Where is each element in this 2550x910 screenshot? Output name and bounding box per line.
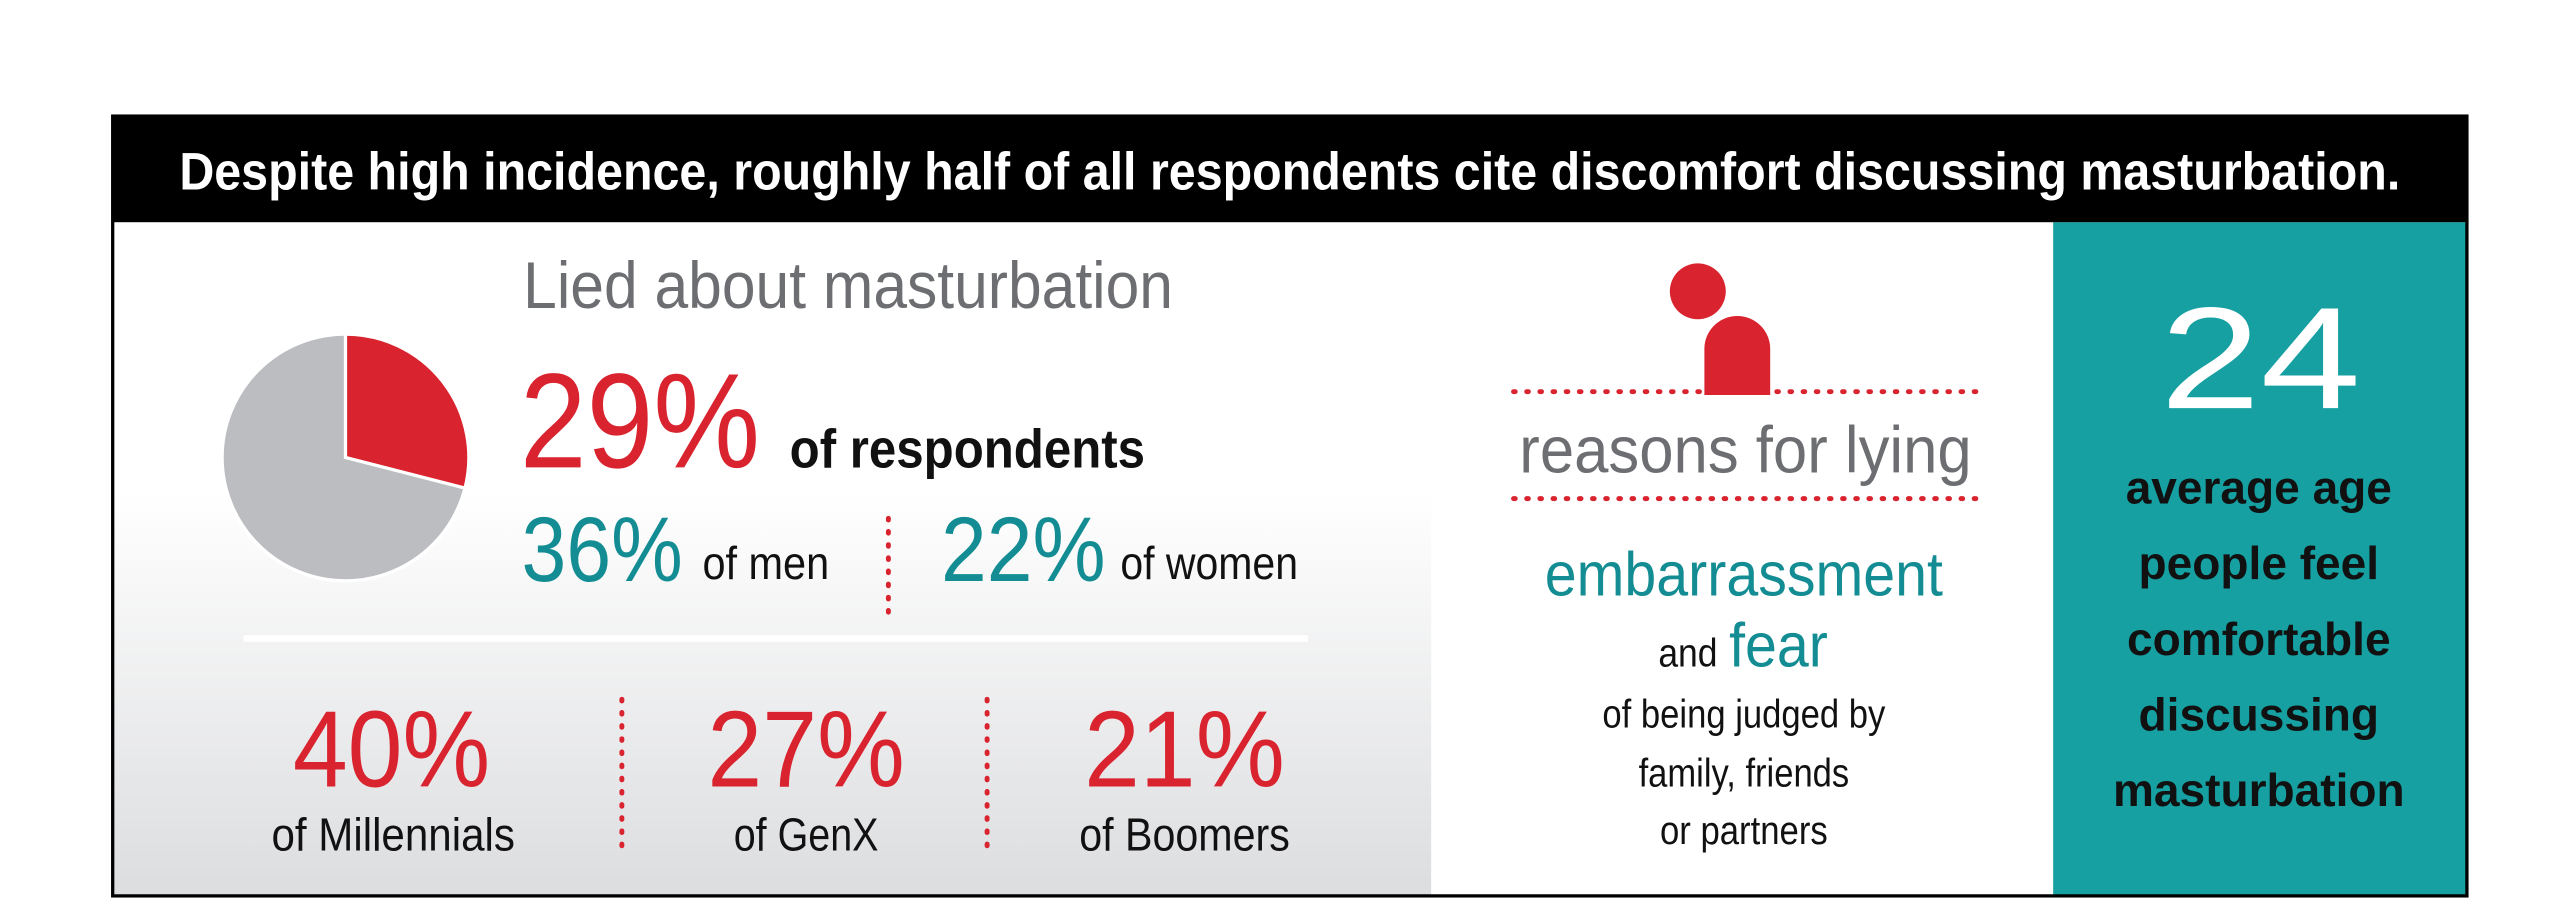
header-title: Despite high incidence, roughly half of … — [179, 142, 2400, 201]
reason-secondary: fear — [1729, 610, 1828, 680]
age-value: 24 — [2160, 277, 2361, 439]
gender-label: of women — [1120, 537, 1298, 589]
person-icon-head — [1669, 263, 1726, 320]
age-line: people feel — [2139, 537, 2380, 589]
reason-detail: or partners — [1660, 809, 1828, 853]
gender-value: 36% — [522, 498, 683, 601]
generation-label: of GenX — [734, 809, 879, 861]
reason-detail: family, friends — [1639, 752, 1850, 796]
age-line: discussing — [2139, 689, 2380, 741]
generation-label: of Millennials — [271, 809, 514, 861]
overall-value: 29% — [520, 345, 760, 496]
age-line: average age — [2126, 462, 2392, 514]
generation-value: 21% — [1084, 690, 1285, 811]
section-heading: Lied about masturbation — [523, 248, 1173, 322]
reason-primary: embarrassment — [1545, 540, 1943, 610]
generation-value: 27% — [707, 690, 904, 811]
generation-value: 40% — [293, 690, 490, 811]
reason-connector: and — [1658, 631, 1717, 675]
frame — [111, 114, 2469, 898]
gender-value: 22% — [941, 498, 1106, 601]
generation-label: of Boomers — [1079, 809, 1290, 861]
overall-text: of respondents — [790, 418, 1145, 479]
gender-label: of men — [702, 537, 829, 589]
pie-slice — [343, 332, 471, 491]
age-line: comfortable — [2127, 613, 2391, 665]
age-panel — [2053, 222, 2468, 897]
reasons-heading: reasons for lying — [1519, 412, 1971, 486]
age-description: average age people feel comfortable discuss… — [2113, 462, 2405, 817]
reason-detail: of being judged by — [1602, 692, 1885, 736]
age-line: masturbation — [2113, 764, 2405, 816]
pie-chart — [220, 332, 471, 583]
person-icon-body — [1704, 315, 1771, 395]
header-bar — [111, 115, 2468, 223]
